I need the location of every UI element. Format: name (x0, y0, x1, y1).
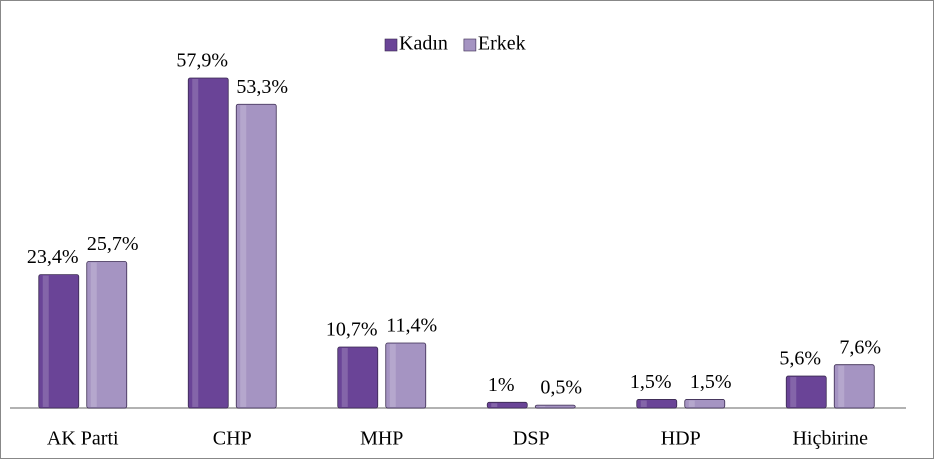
bar-highlight (640, 400, 647, 407)
x-tick-label: CHP (213, 428, 252, 450)
data-label: 23,4% (27, 246, 79, 268)
bar (187, 77, 229, 409)
data-label: 57,9% (176, 50, 228, 72)
bar (684, 399, 726, 409)
bar-highlight (688, 400, 695, 407)
data-label: 1% (488, 374, 515, 396)
bar (486, 401, 528, 409)
data-label: 53,3% (236, 76, 288, 98)
bar-highlight (790, 377, 797, 407)
data-label: 0,5% (540, 377, 582, 399)
x-tick-label: AK Parti (47, 428, 119, 450)
x-tick-label: DSP (513, 428, 550, 450)
bar-highlight (240, 105, 247, 407)
data-label: 1,5% (690, 371, 732, 393)
bar (385, 342, 427, 409)
data-label: 7,6% (839, 336, 881, 358)
bar-highlight (192, 79, 199, 407)
legend-label: Erkek (478, 33, 526, 55)
bar (636, 399, 678, 409)
bar (337, 346, 379, 409)
x-tick-label: HDP (661, 428, 701, 450)
bar-highlight (90, 262, 97, 407)
bar (86, 261, 128, 409)
bar-highlight (491, 403, 498, 407)
bar-highlight (838, 365, 845, 407)
bar-highlight (389, 344, 396, 407)
bar-highlight (341, 348, 348, 407)
legend-swatch (463, 38, 477, 52)
bar (785, 375, 827, 409)
data-label: 25,7% (87, 233, 139, 255)
x-tick-label: Hiçbirine (792, 428, 868, 450)
legend-label: Kadın (399, 33, 448, 55)
x-tick-label: MHP (360, 428, 403, 450)
bar (235, 103, 277, 409)
data-label: 10,7% (326, 319, 378, 341)
data-label: 1,5% (630, 371, 672, 393)
bar (833, 364, 875, 409)
data-label: 11,4% (386, 315, 437, 337)
bar (38, 274, 80, 409)
data-label: 5,6% (779, 348, 821, 370)
bar-highlight (539, 406, 546, 407)
bar (534, 404, 576, 409)
legend-swatch (384, 38, 398, 52)
bar-highlight (42, 275, 49, 407)
